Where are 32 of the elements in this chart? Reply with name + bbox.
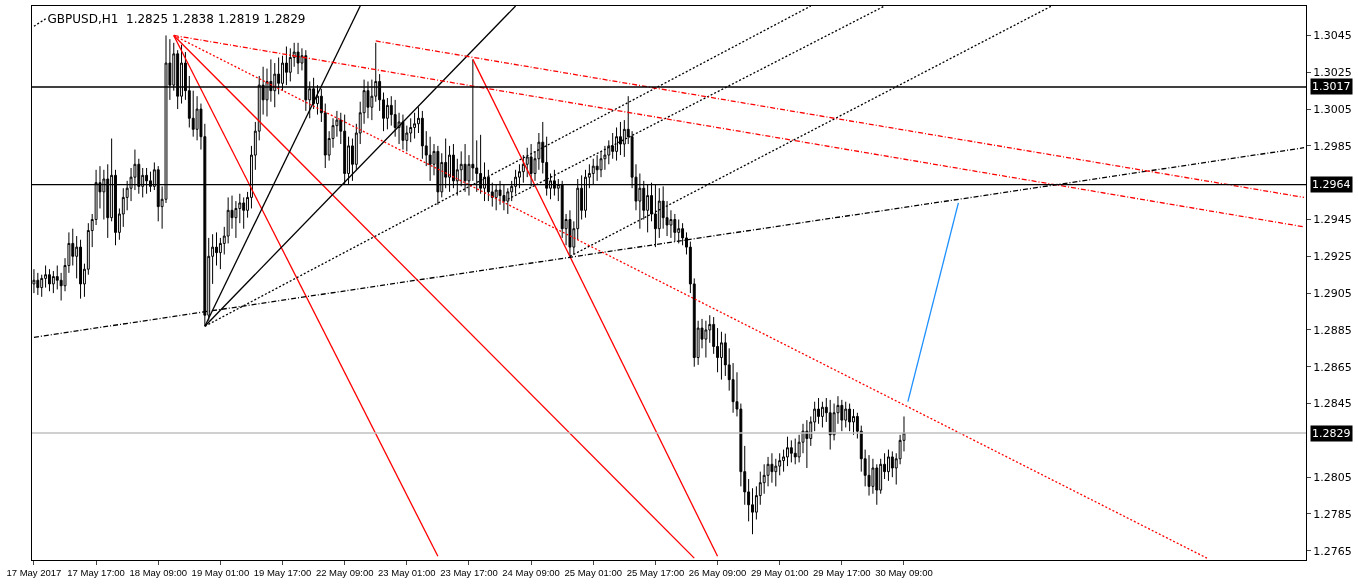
x-tick-label: 29 May 17:00 — [813, 567, 871, 579]
ref-line-label: 1.2829 — [1312, 427, 1351, 440]
y-tick-label: 1.2905 — [1313, 286, 1352, 300]
y-tick-label: 1.2845 — [1313, 397, 1352, 411]
x-tick-label: 19 May 01:00 — [191, 567, 250, 579]
x-tick-label: 18 May 09:00 — [129, 567, 188, 579]
x-tick-label: 29 May 01:00 — [750, 567, 809, 579]
y-tick-label: 1.2885 — [1313, 323, 1352, 337]
x-tick-label: 25 May 17:00 — [626, 567, 685, 579]
x-tick-label: 23 May 17:00 — [440, 567, 498, 579]
y-tick-label: 1.2925 — [1313, 250, 1352, 264]
x-tick-label: 22 May 09:00 — [315, 567, 374, 579]
x-tick-label: 17 May 2017 — [6, 567, 62, 579]
x-tick-label: 30 May 09:00 — [875, 567, 933, 579]
y-tick-label: 1.3045 — [1313, 29, 1352, 43]
x-tick-label: 19 May 17:00 — [253, 567, 312, 579]
x-tick-label: 25 May 01:00 — [564, 567, 623, 579]
y-tick-label: 1.3005 — [1313, 102, 1352, 116]
y-tick-label: 1.2785 — [1313, 507, 1352, 521]
x-tick-label: 17 May 17:00 — [67, 567, 125, 579]
text: GBPUSD,H1 1.2825 1.2838 1.2819 1.2829 — [47, 12, 306, 26]
y-tick-label: 1.2805 — [1313, 471, 1352, 485]
y-tick-label: 1.2985 — [1313, 139, 1352, 153]
x-tick-label: 23 May 01:00 — [378, 567, 436, 579]
x-tick-label: 24 May 09:00 — [502, 567, 560, 579]
y-tick-label: 1.2945 — [1313, 213, 1352, 227]
x-tick-label: 26 May 09:00 — [688, 567, 747, 579]
ref-line-label: 1.3017 — [1312, 80, 1351, 93]
y-tick-label: 1.2765 — [1313, 544, 1352, 558]
y-tick-label: 1.2865 — [1313, 360, 1352, 374]
y-tick-label: 1.3025 — [1313, 66, 1352, 80]
ref-line-label: 1.2964 — [1312, 178, 1351, 191]
